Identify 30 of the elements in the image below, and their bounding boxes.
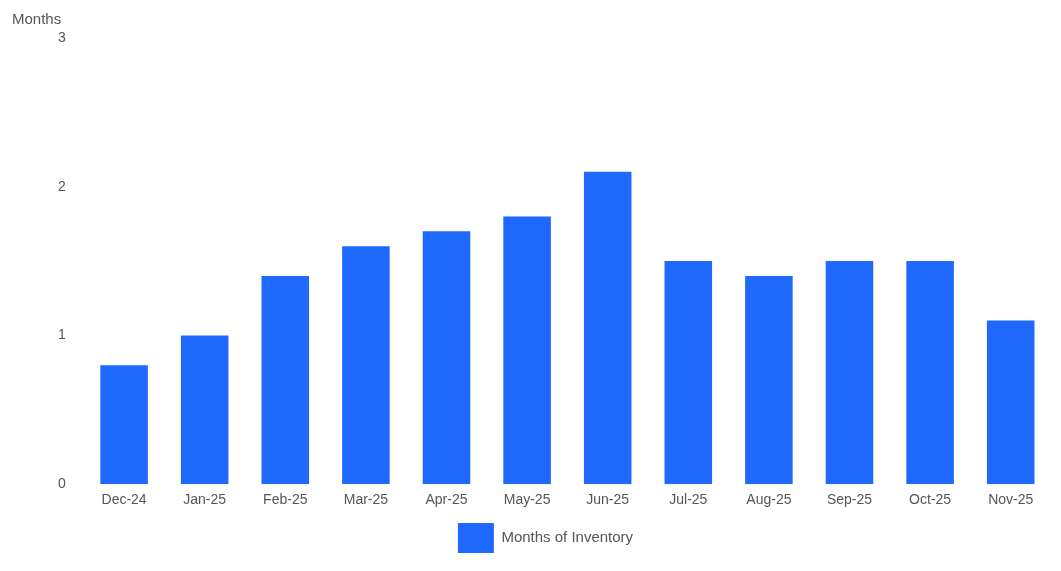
x-tick-label: Aug-25 — [746, 491, 792, 508]
x-tick-label: Jun-25 — [586, 491, 630, 508]
x-tick-label: Apr-25 — [425, 491, 468, 508]
y-tick-label: 2 — [57, 177, 66, 194]
x-tick-label: Jan-25 — [183, 491, 227, 508]
x-tick-label: Dec-24 — [101, 491, 147, 508]
bar — [180, 335, 229, 485]
bar — [342, 246, 390, 485]
x-tick-label: Jul-25 — [669, 491, 708, 508]
x-tick-label: Mar-25 — [343, 491, 389, 508]
bar — [503, 216, 551, 485]
bar — [583, 171, 632, 485]
bar — [986, 320, 1035, 485]
x-tick-label: Oct-25 — [909, 491, 952, 508]
bar — [100, 365, 148, 485]
bar — [664, 261, 713, 485]
bar — [745, 275, 793, 485]
x-tick-label: Nov-25 — [988, 491, 1034, 508]
y-tick-label: 3 — [57, 28, 66, 45]
x-tick-label: May-25 — [503, 491, 551, 508]
y-tick-label: 1 — [57, 326, 66, 343]
bar — [906, 261, 954, 485]
bar — [422, 231, 471, 485]
legend-label: Months of Inventory — [501, 528, 634, 546]
bar — [825, 261, 874, 485]
y-tick-label: 0 — [57, 475, 66, 492]
x-tick-label: Sep-25 — [826, 491, 873, 508]
y-axis-title: Months — [12, 9, 62, 27]
x-tick-label: Feb-25 — [263, 491, 308, 508]
bar — [261, 275, 310, 485]
